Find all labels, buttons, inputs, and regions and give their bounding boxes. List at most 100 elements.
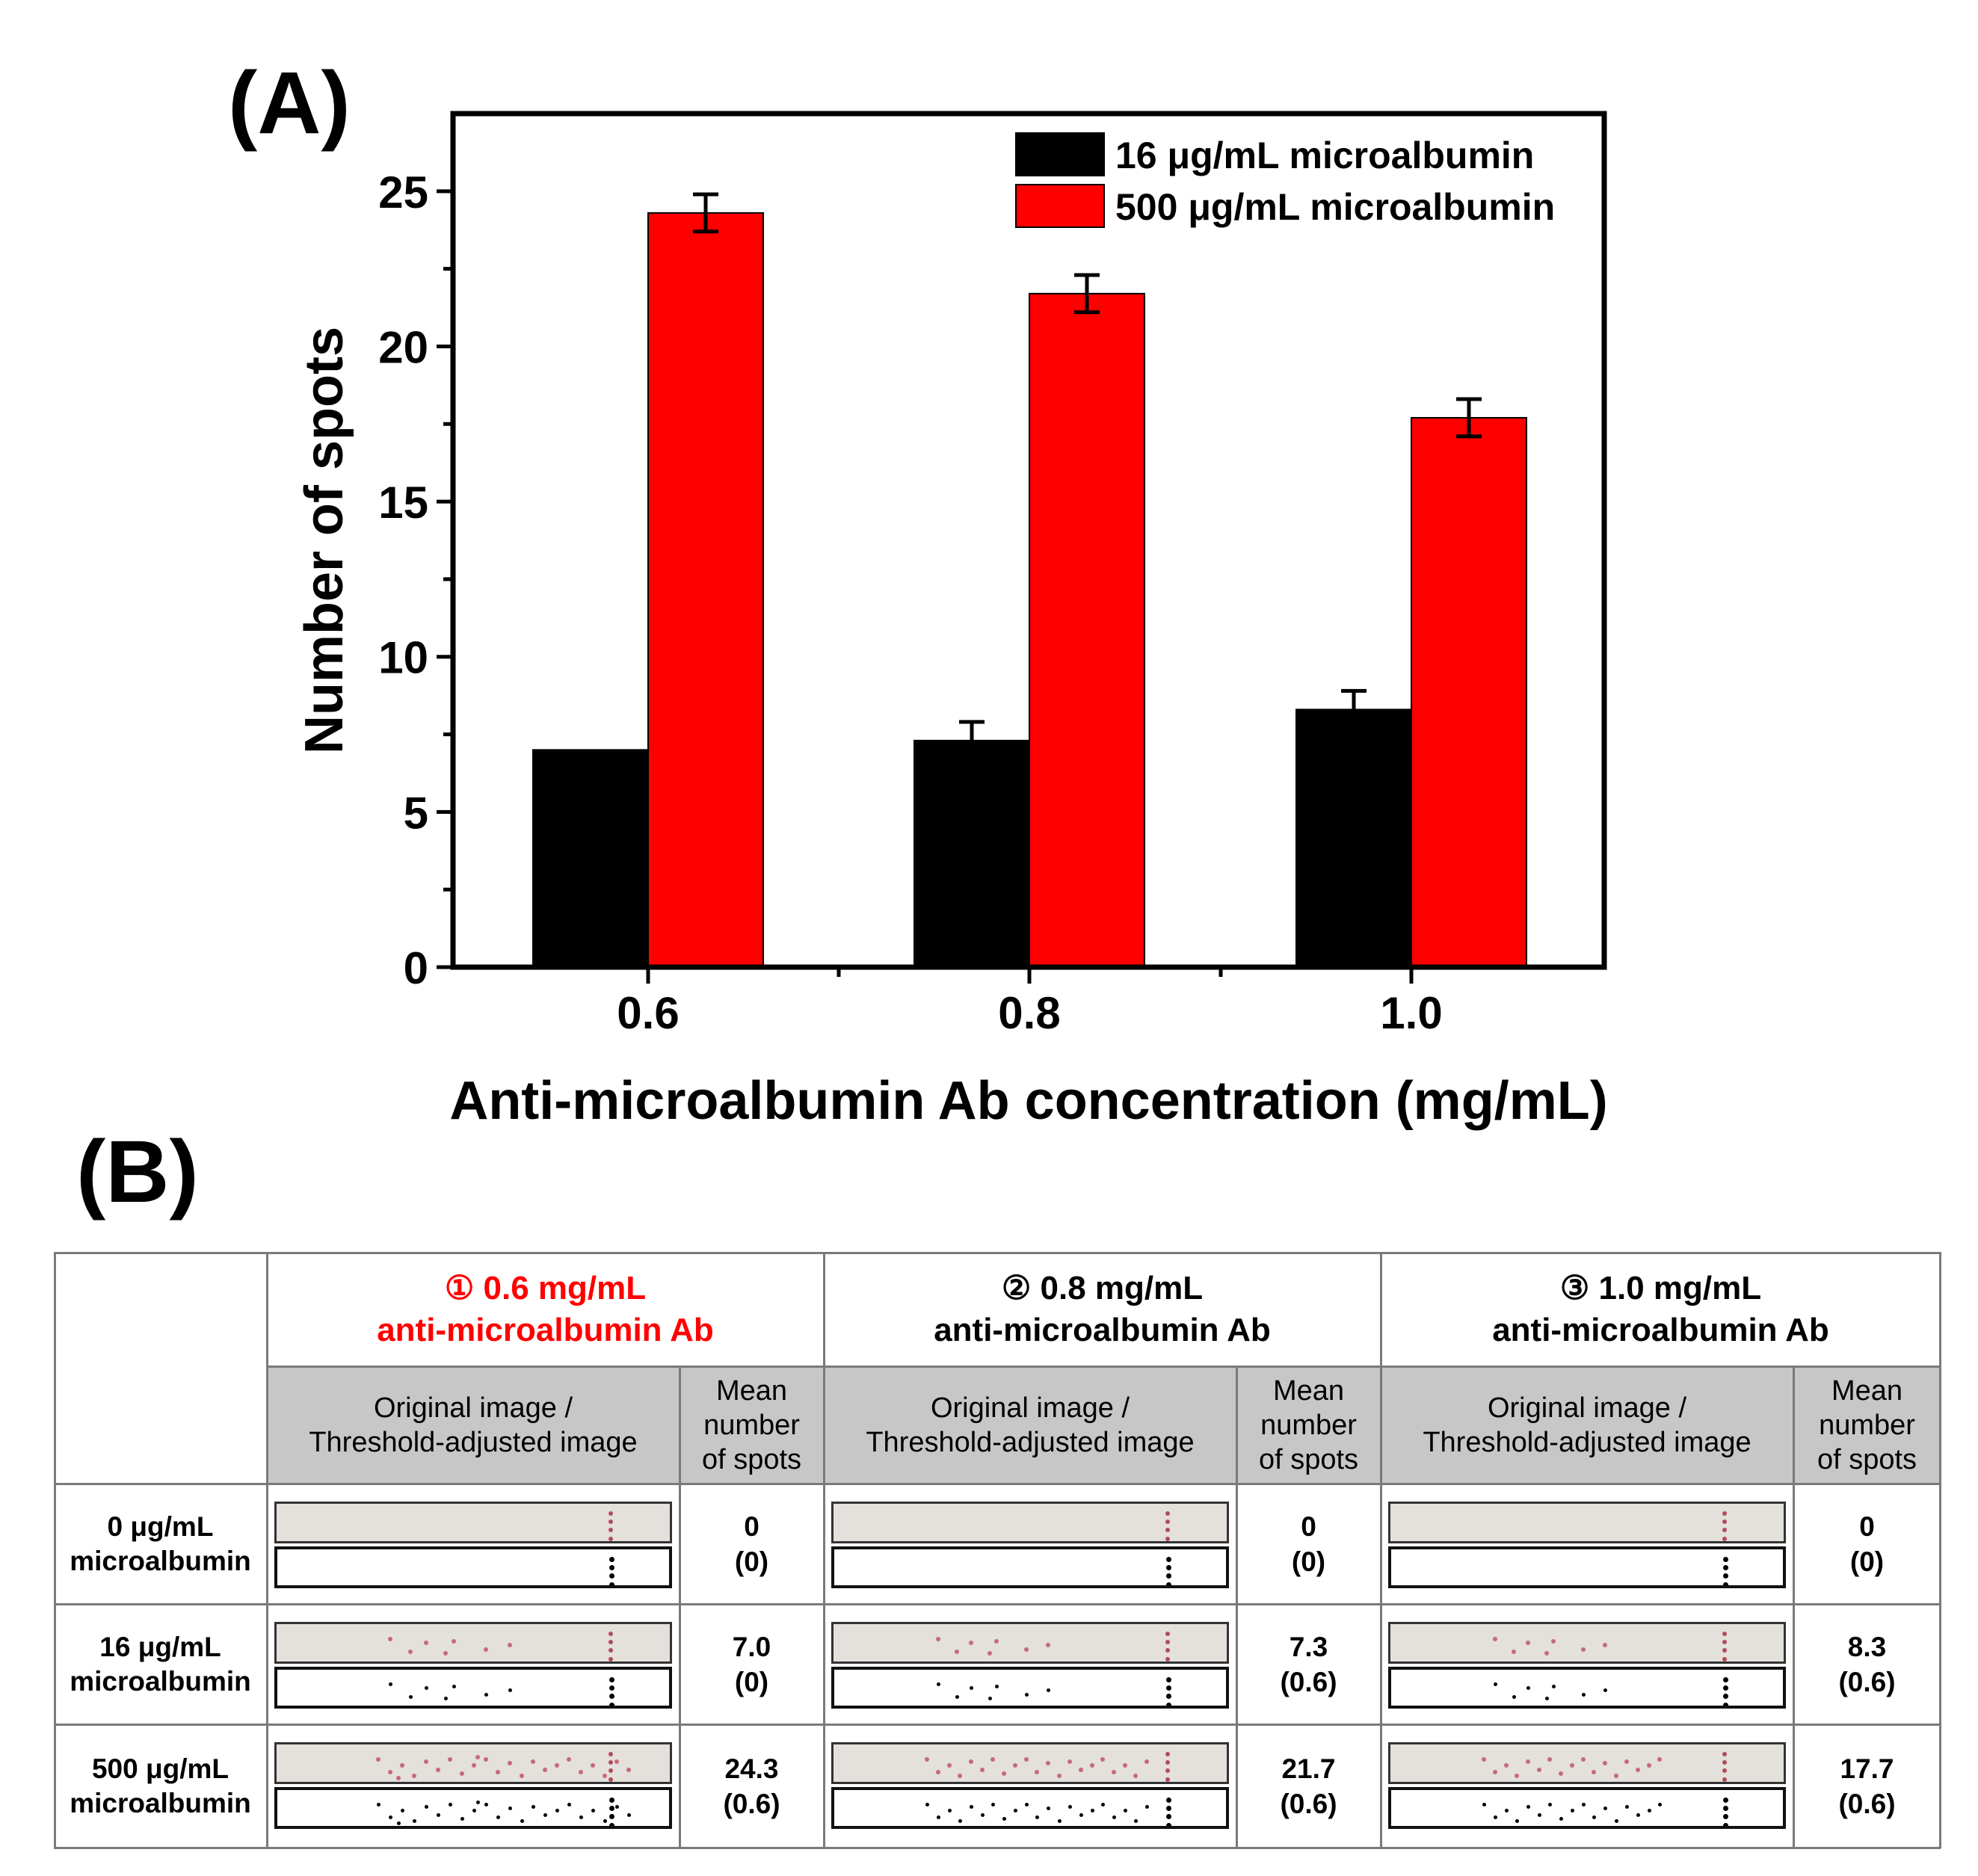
row-label-line2: microalbumin	[70, 1665, 251, 1697]
control-line-dot	[609, 1565, 615, 1571]
spot	[1112, 1815, 1116, 1819]
subheader-mean-line1: Mean	[1831, 1374, 1903, 1407]
row-label-line2: microalbumin	[70, 1545, 251, 1576]
control-line-dot	[1166, 1814, 1172, 1820]
y-axis-label: Number of spots	[295, 327, 354, 754]
spot	[1544, 1651, 1549, 1656]
spot	[1580, 1756, 1586, 1762]
control-line-dot	[1166, 1694, 1172, 1700]
control-line-dot	[1723, 1814, 1729, 1820]
spot	[1002, 1817, 1007, 1821]
spot	[925, 1756, 930, 1762]
spot	[1526, 1641, 1531, 1646]
spot	[1570, 1809, 1574, 1813]
control-line-dot	[1165, 1528, 1171, 1533]
spot	[423, 1759, 428, 1764]
table-hline	[54, 1724, 1941, 1726]
group-title-line2: anti-microalbumin Ab	[377, 1311, 714, 1348]
group-title-line2: anti-microalbumin Ab	[934, 1311, 1271, 1348]
control-line-dot	[1722, 1519, 1728, 1525]
y-tick-label: 10	[378, 633, 428, 683]
spot	[1482, 1756, 1487, 1762]
threshold-image-strip	[831, 1546, 1229, 1588]
spot	[475, 1755, 480, 1759]
x-tick-label: 0.6	[617, 988, 679, 1038]
spot	[543, 1812, 548, 1817]
spot	[1013, 1809, 1017, 1813]
table-vline	[1236, 1366, 1238, 1848]
mean-number: 8.3	[1847, 1631, 1887, 1662]
subheader-image-line1: Original image /	[930, 1392, 1130, 1424]
spot	[1515, 1819, 1520, 1824]
control-line-dot	[1722, 1752, 1728, 1757]
control-line-dot	[1165, 1752, 1171, 1757]
mean-number: 24.3	[724, 1753, 779, 1784]
original-image-strip	[1388, 1742, 1786, 1784]
spot	[555, 1763, 560, 1768]
spot	[1111, 1769, 1116, 1774]
spot	[435, 1767, 440, 1772]
control-line-dot	[1166, 1573, 1172, 1579]
control-line-dot	[609, 1582, 615, 1585]
spot	[603, 1819, 608, 1824]
spot	[990, 1756, 996, 1762]
mean-value-r3-g3: 17.7 (0.6)	[1793, 1724, 1941, 1848]
spot	[1636, 1812, 1640, 1817]
mean-sd: (0.6)	[1838, 1789, 1896, 1819]
subheader-image-line2: Threshold-adjusted image	[866, 1426, 1195, 1458]
spot	[1504, 1809, 1509, 1813]
spot	[424, 1686, 428, 1691]
control-line-dot	[1722, 1536, 1728, 1541]
control-line-dot	[1722, 1632, 1728, 1637]
spot	[1045, 1643, 1050, 1648]
spot	[387, 1769, 392, 1774]
bar-s16-1.0	[1295, 709, 1412, 968]
spot	[555, 1809, 560, 1813]
spot	[591, 1809, 596, 1813]
y-tick-label: 25	[378, 167, 428, 217]
spot	[448, 1802, 452, 1806]
control-line-dot	[609, 1677, 615, 1683]
control-line-dot	[1166, 1677, 1172, 1683]
spot	[407, 1649, 413, 1654]
mean-sd: (0.6)	[1838, 1666, 1896, 1697]
spot	[395, 1776, 401, 1780]
spot	[472, 1809, 476, 1813]
control-line-dot	[1723, 1685, 1729, 1691]
subheader-mean-line2: number	[703, 1409, 800, 1441]
legend-label-s16: 16 μg/mL microalbumin	[1115, 135, 1534, 176]
control-line-dot	[609, 1536, 614, 1541]
spot	[1134, 1819, 1139, 1824]
spot	[1494, 1815, 1498, 1819]
spot	[376, 1756, 380, 1762]
mean-sd: (0.6)	[1280, 1789, 1337, 1819]
spot	[1482, 1802, 1487, 1806]
bar-s16-0.8	[913, 739, 1030, 968]
spot	[399, 1763, 404, 1768]
control-line-dot	[609, 1702, 615, 1706]
subheader-mean-line1: Mean	[715, 1374, 788, 1407]
spot	[1046, 1806, 1050, 1811]
threshold-image-strip	[831, 1667, 1229, 1709]
group-title-1: ① 0.6 mg/mL anti-microalbumin Ab	[267, 1252, 824, 1366]
spot	[1657, 1756, 1663, 1762]
control-line-dot	[609, 1822, 615, 1826]
original-image-strip	[274, 1622, 672, 1664]
spot	[1024, 1802, 1029, 1806]
spot	[484, 1802, 488, 1806]
spot	[423, 1641, 428, 1646]
control-line-dot	[609, 1798, 615, 1804]
spot	[579, 1815, 584, 1819]
spot	[408, 1694, 413, 1699]
legend-swatch-s16	[1015, 132, 1105, 176]
y-tick-label: 15	[378, 478, 428, 528]
spot	[495, 1769, 500, 1774]
control-line-dot	[1722, 1640, 1728, 1645]
x-tick-label: 1.0	[1380, 988, 1442, 1038]
spot	[1515, 1774, 1520, 1779]
spot	[1090, 1809, 1094, 1813]
spot	[1559, 1817, 1564, 1821]
control-line-dot	[1166, 1798, 1172, 1804]
spot	[519, 1774, 524, 1779]
spot	[483, 1756, 488, 1762]
